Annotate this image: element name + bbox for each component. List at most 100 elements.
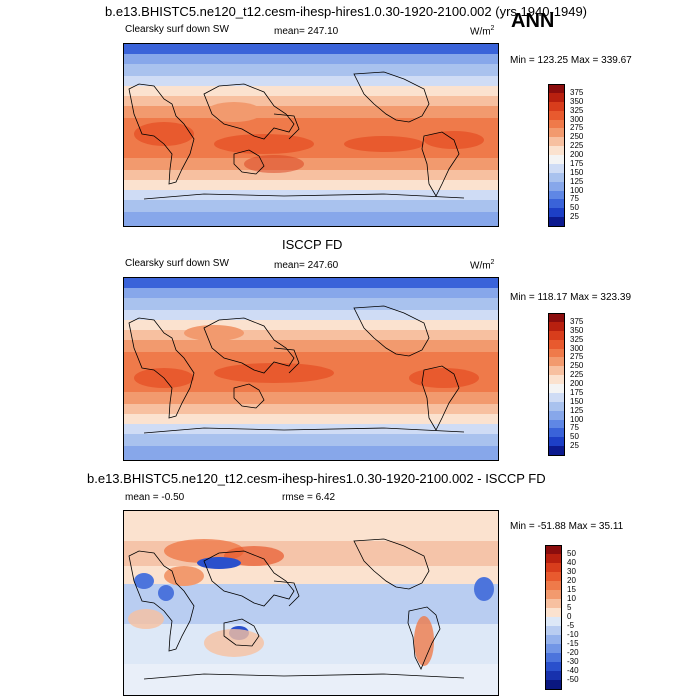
colorbar-label: 350 xyxy=(570,325,584,335)
colorbar-swatch xyxy=(548,321,565,332)
colorbar-label: 125 xyxy=(570,176,584,186)
colorbar-label: 250 xyxy=(570,361,584,371)
colorbar-label: 275 xyxy=(570,123,584,133)
colorbar-label: -30 xyxy=(567,657,579,666)
colorbar-label: 375 xyxy=(570,316,584,326)
colorbar-label: 275 xyxy=(570,352,584,362)
colorbar-swatch xyxy=(545,680,562,690)
colorbar-swatch xyxy=(548,163,565,174)
colorbar-swatch xyxy=(548,172,565,183)
season-label: ANN xyxy=(511,10,555,32)
colorbar-label: 50 xyxy=(567,549,576,558)
colorbar-swatch xyxy=(548,92,565,103)
colorbar-label: 325 xyxy=(570,334,584,344)
colorbar-label: -50 xyxy=(567,675,579,684)
colorbar-swatch xyxy=(545,563,562,573)
colorbar-label: 25 xyxy=(570,441,579,451)
panel1-minmax: Min = 123.25 Max = 339.67 xyxy=(510,55,632,66)
colorbar-swatch xyxy=(548,155,565,165)
colorbar-swatch xyxy=(548,392,565,403)
colorbar-label: 40 xyxy=(567,558,576,567)
panel2-mean: mean= 247.60 xyxy=(274,260,339,271)
colorbar-label: -40 xyxy=(567,666,579,675)
colorbar-label: 5 xyxy=(567,603,572,612)
panel2-units-exp: 2 xyxy=(490,259,495,266)
panel1-variable: Clearsky surf down SW xyxy=(125,24,229,35)
colorbar-swatch xyxy=(545,626,562,636)
colorbar-swatch xyxy=(548,128,565,138)
colorbar-swatch xyxy=(548,446,565,456)
colorbar-swatch xyxy=(548,181,565,191)
colorbar-swatch xyxy=(545,617,562,627)
colorbar-label: 20 xyxy=(567,576,576,585)
colorbar-label: 15 xyxy=(567,585,576,594)
colorbar-label: 0 xyxy=(567,612,572,621)
colorbar-swatch xyxy=(548,348,565,358)
colorbar-label: 75 xyxy=(570,423,579,433)
panel2-minmax: Min = 118.17 Max = 323.39 xyxy=(510,292,632,303)
panel1-title: b.e13.BHISTC5.ne120_t12.cesm-ihesp-hires… xyxy=(105,4,588,19)
panel2-units: W/m2 xyxy=(470,259,494,271)
colorbar-swatch xyxy=(545,662,562,672)
panel2-colorbar: 375 350 325 300 275 250 225 200 175 150 125 100 75 50… xyxy=(548,313,608,456)
colorbar-swatch xyxy=(548,401,565,412)
panel1-mean: mean= 247.10 xyxy=(274,26,339,37)
panel2-units-base: W/m xyxy=(470,260,491,272)
colorbar-swatch xyxy=(545,545,562,555)
panel3-map xyxy=(123,510,499,696)
colorbar-label: -10 xyxy=(567,630,579,639)
colorbar-swatch xyxy=(548,217,565,227)
colorbar-swatch xyxy=(548,208,565,218)
colorbar-swatch xyxy=(545,599,562,609)
panel1-units-base: W/m xyxy=(470,26,491,38)
colorbar-label: 300 xyxy=(570,114,584,124)
colorbar-swatch xyxy=(548,137,565,147)
colorbar-swatch xyxy=(548,330,565,341)
colorbar-swatch xyxy=(548,84,565,94)
colorbar-label: 350 xyxy=(570,96,584,106)
panel2-title: ISCCP FD xyxy=(282,237,343,252)
panel3-colorbar: 50 40 30 20 15 10 5 0 -5 -10 -15 -20 -30 -40 -50 xyxy=(545,545,605,690)
colorbar-swatch xyxy=(548,339,565,349)
colorbar-swatch xyxy=(545,590,562,600)
colorbar-swatch xyxy=(548,190,565,200)
colorbar-swatch xyxy=(548,110,565,120)
colorbar-swatch xyxy=(548,384,565,394)
colorbar-swatch xyxy=(545,572,562,582)
panel1-units: W/m2 xyxy=(470,25,494,37)
colorbar-label: 200 xyxy=(570,150,584,159)
colorbar-label: 200 xyxy=(570,379,584,388)
panel1-colorbar: 375 350 325 300 275 250 225 200 175 150 125 100 75 50… xyxy=(548,84,608,227)
colorbar-label: 225 xyxy=(570,141,584,151)
colorbar-swatch xyxy=(548,437,565,447)
colorbar-swatch xyxy=(548,101,565,112)
colorbar-label: -20 xyxy=(567,648,579,657)
colorbar-label: 75 xyxy=(570,194,579,204)
colorbar-label: 100 xyxy=(570,185,584,195)
panel2-variable: Clearsky surf down SW xyxy=(125,258,229,269)
colorbar-label: 25 xyxy=(570,212,579,222)
colorbar-swatch xyxy=(545,635,562,645)
colorbar-swatch xyxy=(545,608,562,618)
colorbar-label: 50 xyxy=(570,203,579,213)
colorbar-label: 225 xyxy=(570,370,584,380)
colorbar-swatch xyxy=(548,410,565,420)
colorbar-label: 125 xyxy=(570,405,584,415)
panel3-minmax: Min = -51.88 Max = 35.11 xyxy=(510,521,624,532)
colorbar-swatch xyxy=(548,313,565,323)
colorbar-swatch xyxy=(545,554,562,564)
colorbar-swatch xyxy=(548,119,565,129)
colorbar-label: -5 xyxy=(567,621,575,630)
panel3-rmse: rmse = 6.42 xyxy=(282,492,336,503)
colorbar-swatch xyxy=(548,357,565,367)
panel3-mean: mean = -0.50 xyxy=(125,492,185,503)
colorbar-label: 150 xyxy=(570,396,584,406)
colorbar-swatch xyxy=(548,428,565,438)
panel3-title: b.e13.BHISTC5.ne120_t12.cesm-ihesp-hires… xyxy=(87,471,546,486)
colorbar-swatch xyxy=(548,199,565,209)
colorbar-label: 325 xyxy=(570,105,584,115)
colorbar-swatch xyxy=(545,653,562,663)
colorbar-label: 50 xyxy=(570,432,579,442)
panel1-units-exp: 2 xyxy=(490,25,495,32)
colorbar-label: 250 xyxy=(570,132,584,142)
